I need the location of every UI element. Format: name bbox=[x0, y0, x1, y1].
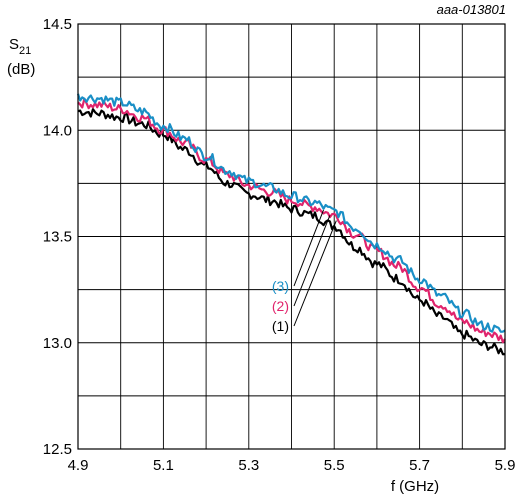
series-labels: (1) (2) (3) bbox=[272, 209, 337, 334]
series-layer bbox=[76, 93, 506, 356]
y-tick-label: 12.5 bbox=[43, 441, 72, 458]
figure-code: aaa-013801 bbox=[437, 2, 506, 17]
y-axis-label-sub: 21 bbox=[19, 45, 31, 57]
leader-line-2 bbox=[293, 215, 331, 307]
y-tick-label: 13.5 bbox=[43, 229, 72, 246]
x-tick-label: 5.9 bbox=[495, 457, 516, 474]
y-axis-label: S21 (dB) bbox=[7, 36, 35, 78]
svg-text:S21: S21 bbox=[9, 36, 31, 57]
series-label-2: (2) bbox=[272, 298, 289, 314]
x-tick-label: 5.3 bbox=[238, 457, 259, 474]
series-label-3: (3) bbox=[272, 278, 289, 294]
y-tick-labels: 12.5 13.0 13.5 14.0 14.5 bbox=[43, 16, 72, 458]
y-tick-label: 14.0 bbox=[43, 122, 72, 139]
series-label-1: (1) bbox=[272, 318, 289, 334]
x-tick-label: 5.1 bbox=[153, 457, 174, 474]
y-tick-label: 13.0 bbox=[43, 335, 72, 352]
y-axis-unit: (dB) bbox=[7, 61, 35, 78]
plot-frame bbox=[77, 23, 506, 450]
x-axis-label: f (GHz) bbox=[391, 478, 439, 495]
y-tick-label: 14.5 bbox=[43, 16, 72, 33]
leader-line-3 bbox=[293, 209, 324, 287]
x-tick-label: 5.5 bbox=[324, 457, 345, 474]
leader-line-1 bbox=[293, 220, 337, 327]
x-tick-labels: 4.9 5.1 5.3 5.5 5.7 5.9 bbox=[68, 457, 516, 474]
grid bbox=[78, 24, 505, 449]
x-tick-label: 5.7 bbox=[409, 457, 430, 474]
series-line-3 bbox=[76, 93, 506, 333]
x-tick-label: 4.9 bbox=[68, 457, 89, 474]
series-line-2 bbox=[77, 97, 506, 344]
y-axis-label-main: S bbox=[9, 36, 19, 53]
